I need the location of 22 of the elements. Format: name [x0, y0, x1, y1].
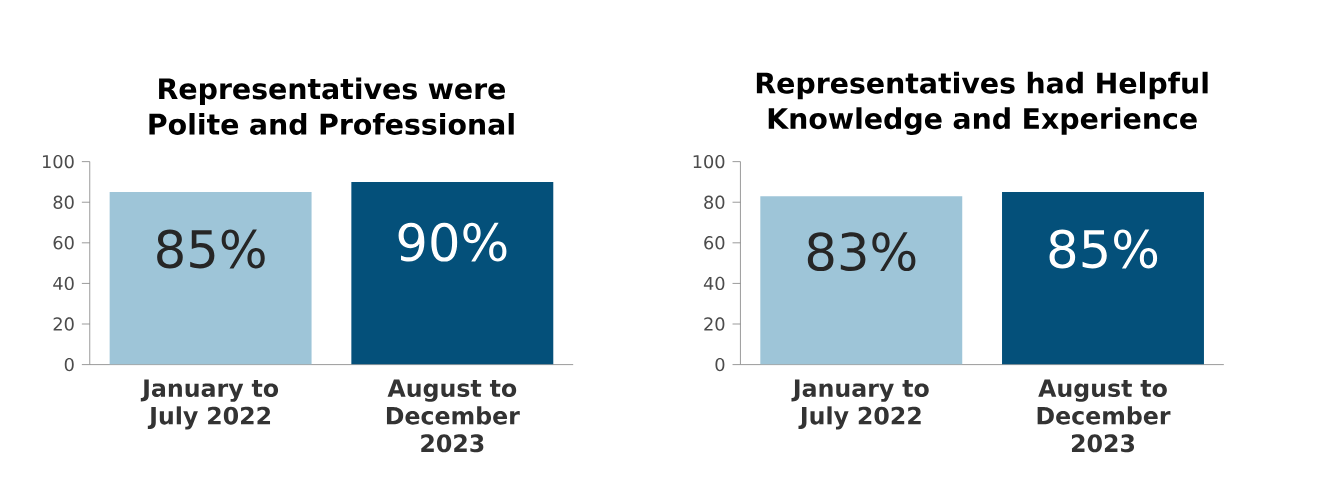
y-tick-label: 0	[64, 357, 74, 372]
y-tick-label: 60	[704, 235, 725, 250]
data-label: 85%	[1049, 229, 1158, 269]
y-tick-label: 0	[715, 357, 725, 372]
y-tick-label: 60	[53, 235, 74, 250]
data-label: 85%	[157, 229, 265, 269]
chart-title: Representatives were Polite and Professional	[149, 77, 514, 135]
x-tick-label: August to December 2023	[386, 379, 520, 453]
data-label: 90%	[398, 222, 507, 262]
y-tick-label: 20	[704, 317, 725, 331]
y-tick-label: 100	[693, 154, 725, 169]
y-tick-label: 40	[53, 276, 74, 290]
data-label: 83%	[807, 232, 916, 271]
y-tick-label: 80	[53, 195, 74, 209]
y-tick-label: 40	[703, 276, 725, 290]
x-tick-label: August to December 2023	[1037, 379, 1171, 453]
x-tick-label: January to July 2022	[140, 379, 279, 430]
y-tick-label: 20	[53, 317, 74, 331]
x-tick-label: January to July 2022	[791, 379, 929, 430]
chart-title: Representatives had Helpful Knowledge and Experience	[756, 71, 1208, 135]
y-tick-label: 100	[42, 154, 74, 169]
y-tick-label: 80	[704, 195, 725, 209]
